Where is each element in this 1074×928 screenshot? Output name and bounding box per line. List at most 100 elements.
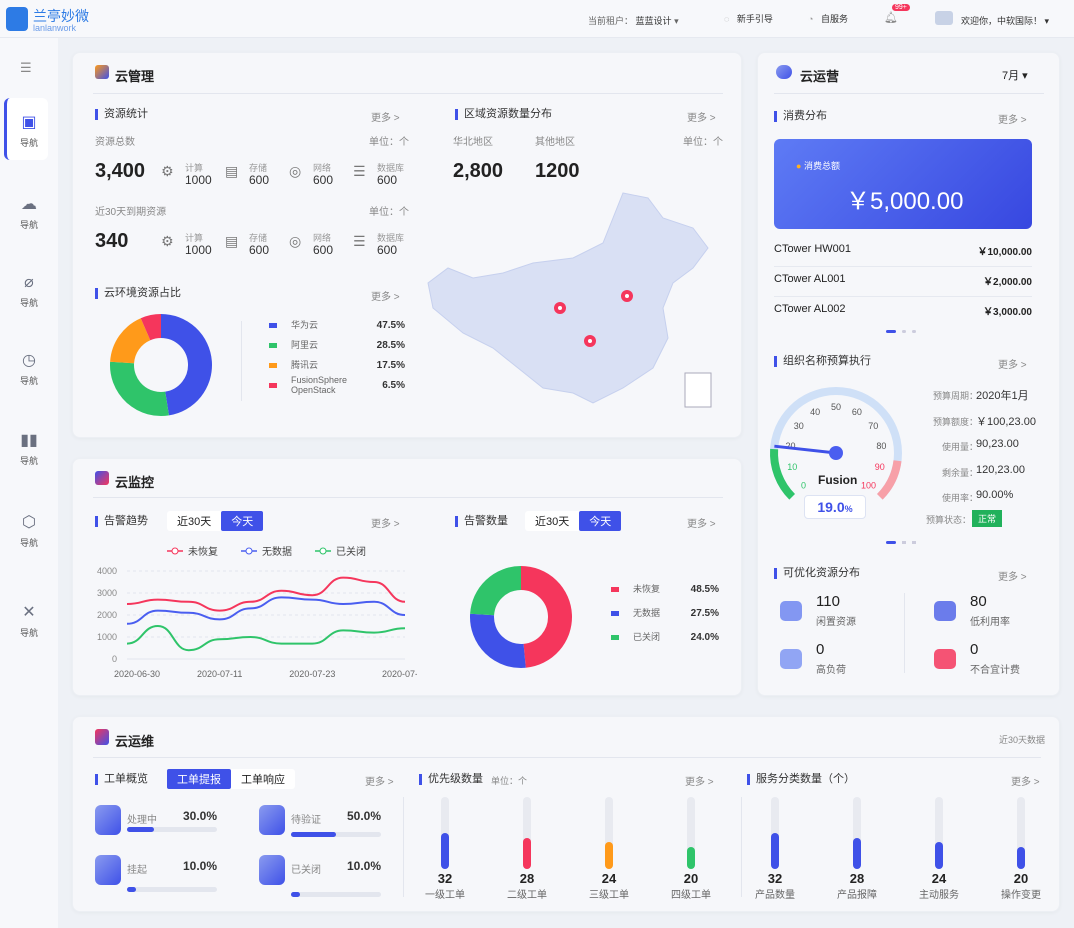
bar-fill	[853, 837, 861, 869]
carousel-dot[interactable]	[902, 330, 906, 333]
more-link[interactable]: 更多 >	[998, 115, 1027, 126]
avatar[interactable]	[935, 11, 953, 25]
bar-item[interactable]: 28 二级工单	[497, 797, 557, 901]
storage-icon: ▤	[225, 233, 239, 249]
legend-item[interactable]: 无数据	[241, 545, 292, 558]
order-progress	[291, 892, 381, 897]
gauge-tick-label: 40	[810, 407, 820, 417]
bell-icon[interactable]: 🔔︎	[884, 12, 898, 24]
more-link[interactable]: 更多 >	[687, 113, 716, 124]
bar-item[interactable]: 24 主动服务	[909, 797, 969, 901]
sidebar-item-5[interactable]: ▮▮ 导航	[0, 430, 58, 467]
stat-value: 600	[249, 173, 270, 187]
carousel-dot-active[interactable]	[886, 541, 896, 544]
bar-item[interactable]: 24 三级工单	[579, 797, 639, 901]
sidebar-item-6[interactable]: ⬡ 导航	[0, 512, 58, 549]
order-percent: 50.0%	[347, 809, 382, 823]
self-service-link[interactable]: ◔ 自服务	[808, 12, 848, 25]
more-link[interactable]: 更多 >	[371, 292, 400, 303]
legend-swatch	[611, 634, 619, 640]
bar-item[interactable]: 20 操作变更	[991, 797, 1051, 901]
carousel-dot-active[interactable]	[886, 330, 896, 333]
sidebar-item-3[interactable]: ⌀ 导航	[0, 272, 58, 309]
donut-slice-0[interactable]	[160, 314, 212, 416]
user-menu[interactable]: 欢迎你，中软国际！ ▾	[961, 16, 1050, 26]
bar-item[interactable]: 20 四级工单	[661, 797, 721, 901]
section-title: 区域资源数量分布	[455, 109, 552, 120]
budget-value: 90.00%	[976, 489, 1014, 501]
budget-status-label: 预算状态：	[926, 515, 972, 525]
section-title: 告警数量	[455, 516, 508, 527]
consumption-row[interactable]: CTower AL002 ￥3,000.00	[774, 303, 1032, 326]
bar-item[interactable]: 32 一级工单	[415, 797, 475, 901]
more-link[interactable]: 更多 >	[1011, 777, 1040, 788]
legend-item[interactable]: 未恢复	[167, 545, 218, 558]
more-link[interactable]: 更多 >	[365, 777, 394, 788]
budget-value: 90,23.00	[976, 438, 1019, 450]
tenant-selector[interactable]: 当前租户： 蓝蓝设计 ▾	[588, 14, 679, 27]
sidebar-item-7[interactable]: ✕ 导航	[0, 602, 58, 639]
legend-label: 已关闭	[336, 545, 366, 558]
location-pin-icon[interactable]	[554, 302, 566, 314]
donut-slice-1[interactable]	[470, 613, 526, 668]
cloud-maintenance-icon	[95, 729, 109, 745]
more-link[interactable]: 更多 >	[687, 519, 716, 530]
series-line-2[interactable]	[126, 624, 406, 652]
gauge-green-zone	[770, 448, 796, 500]
gauge-name: Fusion	[818, 473, 858, 487]
section-title: 告警趋势	[95, 516, 148, 527]
bar-item[interactable]: 28 产品报障	[827, 797, 887, 901]
gauge-tick-label: 0	[801, 481, 806, 491]
sidebar-item-1[interactable]: ▣ 导航	[0, 112, 58, 149]
region-value: 1200	[535, 160, 580, 182]
tab-30-days[interactable]: 近30天	[177, 516, 212, 528]
carousel-dot[interactable]	[912, 330, 916, 333]
stat-value: 600	[249, 243, 270, 257]
x-tick-label: 2020-07-11	[197, 669, 242, 679]
donut-slice-2[interactable]	[470, 566, 522, 617]
legend-item: FusionSphere OpenStack 6.5%	[269, 375, 405, 395]
more-link[interactable]: 更多 >	[371, 519, 400, 530]
optimize-value: 0	[816, 641, 825, 658]
tab-today[interactable]: 今天	[579, 511, 622, 531]
more-link[interactable]: 更多 >	[371, 113, 400, 124]
bar-value: 28	[519, 871, 535, 886]
tab-30-days[interactable]: 近30天	[535, 516, 570, 528]
more-link[interactable]: 更多 >	[685, 777, 714, 788]
sidebar-label: 导航	[19, 298, 38, 308]
month-selector[interactable]: 7月 ▾	[1002, 70, 1028, 82]
order-progress	[291, 832, 381, 837]
alarm-trend-chart: 0 1000 2000 3000 4000 2020-06-30 2020-07-11 202…	[97, 545, 417, 679]
donut-slice-0[interactable]	[520, 566, 572, 668]
consumption-row[interactable]: CTower HW001 ￥10,000.00	[774, 243, 1032, 267]
more-link[interactable]: 更多 >	[998, 360, 1027, 371]
donut-slice-2[interactable]	[110, 318, 151, 364]
section-title: 服务分类数量（个）	[747, 774, 855, 785]
donut-slice-1[interactable]	[110, 361, 169, 416]
more-link[interactable]: 更多 >	[998, 572, 1027, 583]
menu-collapse-icon[interactable]: ☰	[20, 60, 32, 75]
tab-order-submit[interactable]: 工单提报	[167, 769, 231, 789]
tab-order-response[interactable]: 工单响应	[241, 774, 285, 786]
cloud-env-donut	[110, 314, 212, 416]
consumption-row[interactable]: CTower AL001 ￥2,000.00	[774, 273, 1032, 297]
guide-link[interactable]: ◌ 新手引导	[724, 12, 773, 25]
series-line-0[interactable]	[126, 576, 406, 612]
legend-item[interactable]: 已关闭	[315, 545, 366, 558]
location-pin-icon[interactable]	[584, 335, 596, 347]
order-progress	[127, 827, 217, 832]
gauge-unit: %	[844, 504, 853, 514]
series-line-1[interactable]	[126, 596, 406, 625]
sidebar-item-4[interactable]: ◷ 导航	[0, 350, 58, 387]
carousel-dot[interactable]	[902, 541, 906, 544]
panel-title: 云运维	[115, 734, 155, 749]
tab-today[interactable]: 今天	[221, 511, 264, 531]
sidebar-item-2[interactable]: ☁ 导航	[0, 194, 58, 231]
bar-label: 操作变更	[1001, 890, 1041, 901]
bar-label: 产品报障	[837, 890, 877, 901]
location-pin-icon[interactable]	[621, 290, 633, 302]
donut-slice-3[interactable]	[140, 314, 162, 341]
bar-track	[853, 797, 861, 869]
carousel-dot[interactable]	[912, 541, 916, 544]
bar-item[interactable]: 32 产品数量	[745, 797, 805, 901]
